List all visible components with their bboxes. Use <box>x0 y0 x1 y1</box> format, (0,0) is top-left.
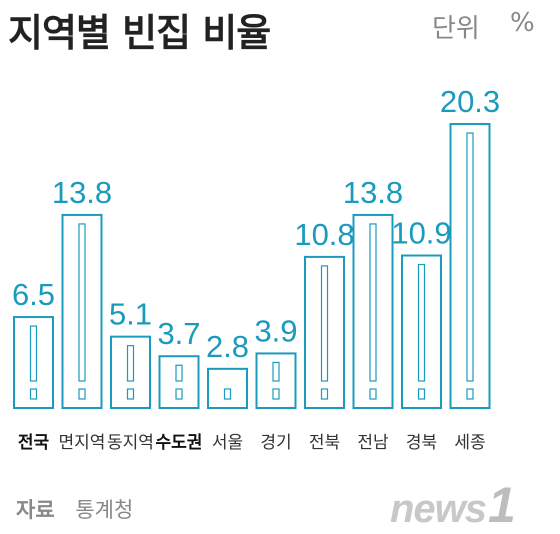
bar-inner-square <box>78 388 86 400</box>
category-label: 동지역 <box>107 433 154 453</box>
bar-inner-line <box>29 325 38 382</box>
data-label: 10.9 <box>391 216 451 251</box>
bar-inner-line <box>272 361 280 382</box>
unit-value: % <box>510 8 535 38</box>
bar-chart: 6.5 전국 13.8 면지역 5.1 동지역 3.7 수도권 2.8 서울 3.9 경기 10.8 전북… <box>12 84 500 453</box>
category-label: 전국 <box>18 433 50 453</box>
bar-inner-line <box>78 223 86 382</box>
source-line: 자료 통계청 <box>16 494 133 524</box>
source-value: 통계청 <box>75 498 134 522</box>
bar-inner-line <box>466 132 474 382</box>
bar-inner-line <box>175 364 183 382</box>
data-label: 6.5 <box>12 277 55 312</box>
bar-inner-line <box>126 345 135 382</box>
bar <box>449 123 491 409</box>
bar-inner-square <box>466 388 474 400</box>
data-label: 13.8 <box>52 175 112 210</box>
source-label: 자료 <box>16 498 55 522</box>
data-label: 10.8 <box>294 217 354 252</box>
bar <box>352 213 394 409</box>
bar-inner-square <box>29 388 38 400</box>
bar-inner-square <box>417 388 426 400</box>
bar <box>110 335 151 409</box>
data-label: 3.9 <box>254 313 297 348</box>
data-label: 5.1 <box>109 297 152 332</box>
data-label: 3.7 <box>157 316 200 351</box>
logo-mark: 1 <box>488 477 516 533</box>
bar-inner-square <box>272 388 280 400</box>
category-label: 세종 <box>454 433 485 453</box>
bar <box>158 355 200 409</box>
bar <box>13 316 54 409</box>
chart-title: 지역별 빈집 비율 <box>8 11 271 55</box>
category-label: 면지역 <box>59 433 106 453</box>
bar-inner-line <box>320 265 329 382</box>
bar-inner-line <box>417 263 426 382</box>
news1-logo: news1 <box>390 476 516 534</box>
category-label: 수도권 <box>156 433 203 453</box>
bar-inner-line <box>369 223 377 382</box>
data-label: 13.8 <box>343 175 403 210</box>
data-label: 20.3 <box>440 84 500 119</box>
data-label: 2.8 <box>206 329 249 364</box>
bar <box>401 254 442 409</box>
category-label: 경북 <box>406 433 437 453</box>
category-label: 경기 <box>260 433 291 453</box>
category-label: 전북 <box>309 433 340 453</box>
bar-inner-square <box>320 388 329 400</box>
category-label: 전남 <box>357 433 389 453</box>
bar-inner-square <box>369 388 377 400</box>
bar-inner-square <box>126 388 135 400</box>
category-label: 서울 <box>212 433 243 453</box>
bar <box>304 255 345 409</box>
logo-text: news <box>390 487 487 531</box>
bar-inner-square <box>175 388 183 400</box>
bar <box>61 213 103 409</box>
unit-label: 단위 <box>432 14 480 44</box>
bar-inner-square <box>223 388 232 400</box>
